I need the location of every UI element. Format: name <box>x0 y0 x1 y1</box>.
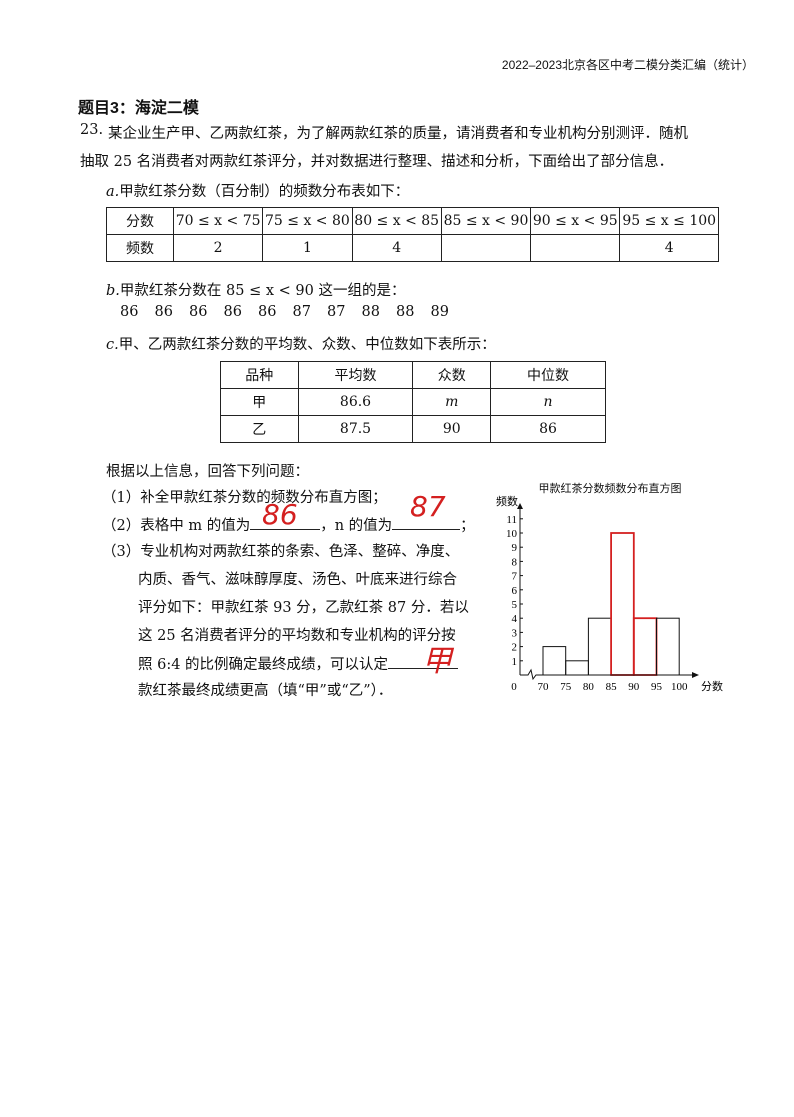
part-b: b.甲款红茶分数在 85 ≤ x < 90 这一组的是： <box>106 283 406 299</box>
x-axis-arrow-icon <box>692 672 699 678</box>
running-header: 2022–2023北京各区中考二模分类汇编（统计） <box>501 58 754 72</box>
frequency-table: 分数 70 ≤ x < 75 75 ≤ x < 80 80 ≤ x < 85 8… <box>106 207 719 262</box>
x-tick-label: 75 <box>560 681 572 693</box>
q3-line-5: 照 6:4 的比例确定最终成绩，可以认定 <box>138 652 459 674</box>
y-tick-label: 3 <box>512 627 518 639</box>
q3-line-4: 这 25 名消费者评分的平均数和专业机构的评分按 <box>138 628 456 644</box>
table-cell: 甲 <box>220 388 299 416</box>
y-tick-label: 8 <box>512 556 518 568</box>
y-tick-label: 6 <box>512 585 518 597</box>
table-row: 频数 2 1 4 4 <box>106 234 719 262</box>
part-c: c.甲、乙两款红茶分数的平均数、众数、中位数如下表所示： <box>106 337 496 353</box>
b-value: 87 <box>292 304 311 320</box>
origin-label: 0 <box>511 681 517 693</box>
histogram-bar <box>565 660 589 676</box>
y-tick-label: 9 <box>512 542 518 554</box>
table-row: 甲 86.6 m n <box>220 388 606 416</box>
table-cell: 85 ≤ x < 90 <box>440 207 532 235</box>
x-tick-label: 100 <box>671 681 688 693</box>
y-axis-label: 频数 <box>496 494 518 508</box>
x-tick-label: 90 <box>628 681 640 693</box>
table-cell <box>440 234 532 262</box>
x-axis <box>520 668 697 681</box>
y-tick-label: 7 <box>512 571 518 583</box>
table-header: 品种 <box>220 361 299 389</box>
x-axis-label: 分数 <box>701 680 723 693</box>
histogram-bar <box>656 617 680 676</box>
section-title: 题目3：海淀二模 <box>78 100 199 117</box>
q3-line-2: 内质、香气、滋味醇厚度、汤色、叶底来进行综合 <box>138 572 457 588</box>
part-a: a.甲款红茶分数（百分制）的频数分布表如下： <box>106 184 410 200</box>
b-value: 86 <box>154 304 173 320</box>
histogram-bar <box>542 646 567 676</box>
q3-line-6: 款红茶最终成绩更高（填“甲”或“乙”）． <box>138 683 393 699</box>
histogram-bar <box>610 532 635 676</box>
table-cell: 4 <box>619 234 719 262</box>
x-tick-label: 95 <box>651 681 663 693</box>
b-value: 86 <box>189 304 208 320</box>
b-value: 86 <box>223 304 242 320</box>
x-tick-label: 80 <box>583 681 595 693</box>
handwritten-n: 87 <box>410 490 446 523</box>
chart-title: 甲款红茶分数频数分布直方图 <box>538 482 682 495</box>
table-cell: 70 ≤ x < 75 <box>172 207 264 235</box>
handwritten-q3: 甲 <box>422 644 452 679</box>
q3-line-3: 评分如下：甲款红茶 93 分，乙款红茶 87 分．若以 <box>138 600 469 616</box>
stats-table: 品种 平均数 众数 中位数 甲 86.6 m n 乙 87.5 90 86 <box>220 361 606 443</box>
x-tick-label: 70 <box>538 681 550 693</box>
table-cell: 乙 <box>220 415 299 443</box>
x-tick-label: 85 <box>606 681 618 693</box>
question-number: 23. <box>80 122 104 138</box>
table-cell: 86 <box>490 415 606 443</box>
y-tick-label: 11 <box>506 514 517 526</box>
intro-line-1: 某企业生产甲、乙两款红茶，为了解两款红茶的质量，请消费者和专业机构分别测评．随机 <box>108 126 688 142</box>
table-cell: 87.5 <box>297 415 414 443</box>
y-tick-label: 10 <box>506 528 518 540</box>
y-tick-label: 4 <box>512 613 518 625</box>
b-values: 86 86 86 86 86 87 87 88 88 89 <box>120 304 465 320</box>
table-cell: 86.6 <box>297 388 414 416</box>
y-tick-label: 1 <box>512 656 518 668</box>
y-axis-arrow-icon <box>517 503 523 509</box>
b-value: 88 <box>396 304 415 320</box>
table-row: 乙 87.5 90 86 <box>220 415 606 443</box>
q2: （2）表格中 m 的值为 ，n 的值为； <box>102 513 475 535</box>
q3-line-1: （3）专业机构对两款红茶的条索、色泽、整碎、净度、 <box>102 544 460 560</box>
histogram-bar <box>632 617 658 676</box>
table-cell <box>530 234 621 262</box>
table-cell: 90 <box>412 415 492 443</box>
q1: （1）补全甲款红茶分数的频数分布直方图； <box>102 490 387 506</box>
b-value: 87 <box>327 304 346 320</box>
y-tick-label: 5 <box>512 599 518 611</box>
y-tick-label: 2 <box>512 642 518 654</box>
handwritten-m: 86 <box>262 498 298 531</box>
table-cell: 90 ≤ x < 95 <box>530 207 621 235</box>
table-cell: 4 <box>351 234 442 262</box>
b-value: 88 <box>361 304 380 320</box>
intro-line-2: 抽取 25 名消费者对两款红茶评分，并对数据进行整理、描述和分析，下面给出了部分… <box>80 154 674 170</box>
histogram-bar <box>587 617 612 676</box>
prompt: 根据以上信息，回答下列问题： <box>106 464 309 480</box>
table-header: 频数 <box>106 234 174 262</box>
b-value: 86 <box>120 304 139 320</box>
b-value: 89 <box>430 304 449 320</box>
b-value: 86 <box>258 304 277 320</box>
table-cell: 95 ≤ x ≤ 100 <box>619 207 719 235</box>
